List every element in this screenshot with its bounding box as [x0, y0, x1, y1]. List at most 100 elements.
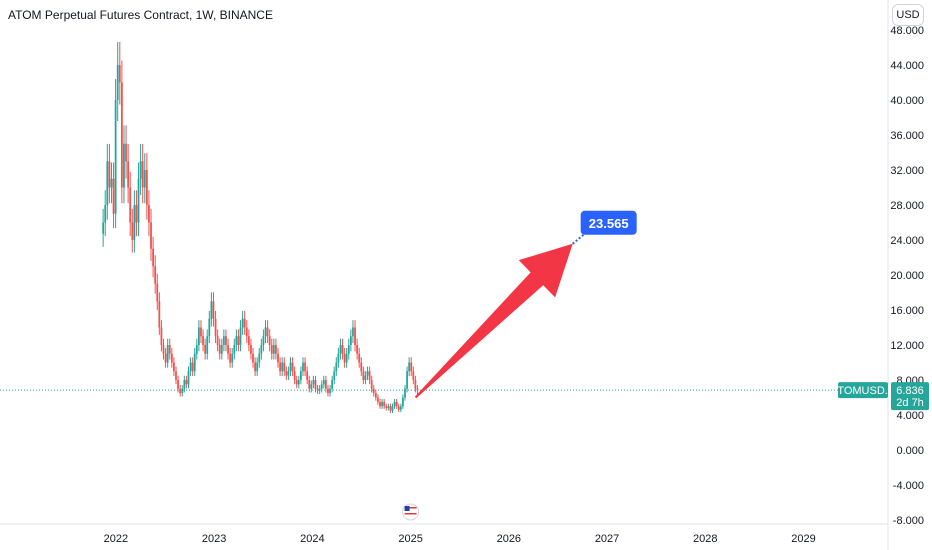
- candle-body: [349, 336, 352, 345]
- candle-body: [129, 187, 132, 223]
- y-tick-label: 4.000: [896, 410, 924, 422]
- target-callout-label: 23.565: [589, 216, 629, 231]
- candle-body: [131, 222, 134, 240]
- candle-body: [162, 345, 165, 354]
- y-tick-label: -8.000: [893, 515, 924, 527]
- candle-body: [297, 380, 300, 385]
- candle-body: [308, 380, 311, 389]
- candle-body: [104, 205, 107, 223]
- chart-title: ATOM Perpetual Futures Contract, 1W, BIN…: [8, 8, 273, 22]
- candle-body: [356, 345, 359, 354]
- candle-body: [214, 318, 217, 337]
- candle-body: [229, 353, 232, 363]
- candle-body: [406, 371, 408, 389]
- candle-body: [341, 345, 344, 354]
- candle-body: [414, 380, 417, 389]
- candlestick-series: [102, 41, 419, 413]
- candle-body: [200, 327, 202, 337]
- candle-body: [145, 170, 148, 205]
- candle-body: [412, 371, 415, 380]
- candle-body: [114, 100, 117, 214]
- candle-body: [270, 345, 273, 354]
- flag-stripe: [404, 507, 417, 509]
- y-tick-label: 0.000: [896, 445, 924, 457]
- y-tick-label: 40.000: [890, 95, 924, 107]
- candle-body: [306, 371, 309, 380]
- candle-body: [322, 380, 325, 385]
- candle-body: [125, 143, 127, 162]
- candle-body: [410, 362, 413, 372]
- candle-body: [166, 345, 169, 363]
- candle-body: [195, 345, 198, 354]
- candle-body: [354, 327, 356, 345]
- symbol-label: ATOMUSD.P: [831, 385, 895, 397]
- candle-body: [110, 178, 113, 188]
- candle-body: [177, 380, 179, 389]
- candle-body: [181, 388, 184, 394]
- candle-body: [148, 205, 150, 223]
- candle-body: [368, 371, 371, 380]
- candle-body: [189, 362, 192, 372]
- candle-body: [291, 362, 294, 372]
- candle-body: [227, 345, 229, 354]
- candle-body: [212, 301, 215, 319]
- candle-body: [404, 388, 406, 398]
- candle-body: [358, 353, 361, 363]
- flag-icon: [402, 503, 420, 521]
- candle-body: [158, 301, 161, 328]
- candle-body: [339, 345, 342, 354]
- candle-body: [258, 353, 261, 363]
- candle-body: [389, 406, 392, 411]
- candle-body: [310, 384, 313, 389]
- candle-body: [302, 362, 304, 372]
- x-tick-label: 2027: [595, 533, 619, 545]
- x-tick-label: 2028: [693, 533, 717, 545]
- candle-body: [220, 345, 223, 354]
- candle-body: [233, 345, 236, 354]
- candle-body: [397, 406, 400, 410]
- currency-button[interactable]: USD: [892, 4, 924, 26]
- candle-body: [416, 388, 419, 391]
- candle-body: [139, 161, 142, 179]
- candle-body: [329, 388, 331, 394]
- candle-body: [295, 380, 298, 385]
- candle-body: [283, 362, 286, 372]
- candle-body: [314, 380, 317, 389]
- candle-body: [152, 248, 155, 267]
- candle-body: [379, 401, 381, 407]
- candle-body: [252, 353, 254, 363]
- candle-body: [245, 327, 248, 337]
- candle-body: [218, 345, 221, 354]
- flag-stripe: [404, 513, 417, 515]
- candle-body: [154, 266, 157, 284]
- candle-body: [383, 401, 386, 407]
- candle-body: [185, 380, 188, 385]
- y-tick-label: 28.000: [890, 200, 924, 212]
- candle-body: [277, 353, 279, 363]
- candle-body: [320, 384, 323, 389]
- candle-body: [116, 65, 119, 100]
- y-tick-label: 48.000: [890, 25, 924, 37]
- candle-body: [102, 222, 105, 234]
- x-tick-label: 2025: [398, 533, 422, 545]
- candle-body: [247, 336, 250, 345]
- candle-body: [370, 380, 373, 389]
- y-tick-label: 12.000: [890, 340, 924, 352]
- candle-body: [143, 170, 146, 188]
- candle-body: [287, 371, 290, 376]
- candle-body: [318, 388, 321, 391]
- candle-body: [168, 345, 171, 354]
- candle-body: [173, 362, 175, 372]
- candle-body: [360, 362, 363, 372]
- candle-body: [183, 380, 186, 389]
- candle-body: [387, 406, 390, 408]
- candle-body: [364, 375, 367, 380]
- annotation-arrow: 23.565: [414, 210, 637, 399]
- candle-body: [264, 327, 267, 337]
- candle-body: [362, 371, 365, 380]
- candle-body: [399, 406, 402, 410]
- candle-body: [377, 397, 379, 402]
- candle-body: [279, 362, 281, 372]
- candle-body: [204, 345, 207, 354]
